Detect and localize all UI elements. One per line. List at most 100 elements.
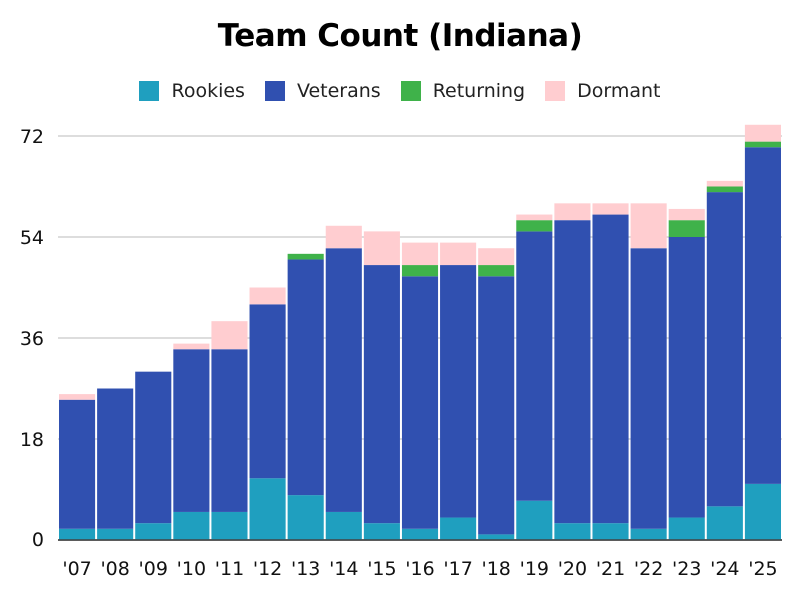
x-tick-label: '07 [62,558,91,580]
bar-veterans [668,237,705,518]
bar-dormant [173,343,210,350]
chart-title: Team Count (Indiana) [217,18,583,54]
bar-veterans [97,388,134,529]
bar-dormant [706,180,743,187]
bar-veterans [744,147,781,484]
bar-dormant [249,287,286,305]
bar-veterans [554,220,591,524]
bar-returning [706,186,743,193]
y-tick-label: 0 [32,529,44,551]
bar-dormant [401,242,439,266]
x-tick-label: '08 [100,558,129,580]
bar-rookies [401,528,439,540]
bar-dormant [478,248,515,266]
bar-rookies [744,483,781,540]
bar-returning [668,220,705,237]
x-tick-label: '18 [482,558,511,580]
bar-veterans [630,248,667,529]
x-tick-label: '11 [215,558,244,580]
bar-veterans [135,371,172,524]
bar-rookies [249,478,286,540]
legend-label: Veterans [296,80,381,102]
y-tick-label: 72 [20,126,44,148]
bar-dormant [668,208,705,221]
x-tick-label: '12 [253,558,282,580]
bar-rookies [135,523,172,540]
legend-swatch [264,81,285,101]
bar-rookies [325,511,362,540]
bar-rookies [59,528,96,540]
legend-label: Rookies [171,80,245,102]
x-tick-label: '17 [443,558,472,580]
bar-veterans [363,265,400,524]
legend-item-rookies: Rookies [139,80,245,102]
bar-rookies [668,517,705,540]
bar-rookies [173,511,210,540]
bar-returning [744,141,781,148]
x-tick-label: '21 [596,558,625,580]
bar-veterans [401,276,439,529]
legend-swatch [400,81,421,101]
bar-veterans [59,399,96,529]
legend-item-dormant: Dormant [545,80,661,102]
y-tick-label: 36 [20,328,44,350]
bar-rookies [440,517,477,540]
bar-dormant [630,203,667,249]
bar-rookies [516,500,553,540]
bar-veterans [592,214,629,524]
bar-veterans [325,248,362,512]
bar-rookies [630,528,667,540]
bar-rookies [211,511,248,540]
legend-item-veterans: Veterans [264,80,381,102]
bar-dormant [554,203,591,221]
bar-veterans [173,349,210,512]
bar-veterans [706,192,743,507]
bar-rookies [363,523,400,540]
bar-veterans [211,349,248,512]
bar-returning [516,220,553,232]
legend-swatch [139,81,160,101]
bar-rookies [287,495,324,540]
x-tick-label: '25 [748,558,777,580]
bar-rookies [97,528,134,540]
x-tick-label: '16 [405,558,434,580]
x-tick-label: '09 [139,558,168,580]
x-tick-label: '10 [177,558,206,580]
bar-rookies [592,523,629,540]
bar-veterans [249,304,286,479]
x-tick-label: '13 [291,558,320,580]
x-tick-label: '22 [634,558,663,580]
x-tick-label: '23 [672,558,701,580]
bar-dormant [325,225,362,249]
x-tick-label: '14 [329,558,358,580]
legend-label: Returning [432,80,526,102]
x-tick-label: '20 [558,558,587,580]
y-tick-label: 18 [20,429,44,451]
bar-rookies [478,534,515,540]
x-tick-label: '19 [520,558,549,580]
legend-item-returning: Returning [400,80,526,102]
bar-dormant [363,231,400,266]
legend-label: Dormant [577,80,661,102]
bar-returning [478,265,515,277]
bar-dormant [516,214,553,221]
bar-dormant [440,242,477,266]
bar-returning [401,265,439,277]
bar-rookies [554,523,591,540]
x-tick-label: '24 [710,558,739,580]
bar-dormant [744,124,781,142]
bar-veterans [478,276,515,535]
bar-dormant [211,321,248,350]
bar-rookies [706,506,743,540]
bar-veterans [516,231,553,501]
bar-dormant [592,203,629,215]
legend-swatch [545,81,566,101]
x-tick-label: '15 [367,558,396,580]
bar-veterans [287,259,324,496]
legend: Rookies Veterans Returning Dormant [0,80,800,102]
y-tick-label: 54 [20,227,44,249]
bar-returning [287,253,324,260]
bar-veterans [440,265,477,518]
bar-dormant [59,394,96,400]
